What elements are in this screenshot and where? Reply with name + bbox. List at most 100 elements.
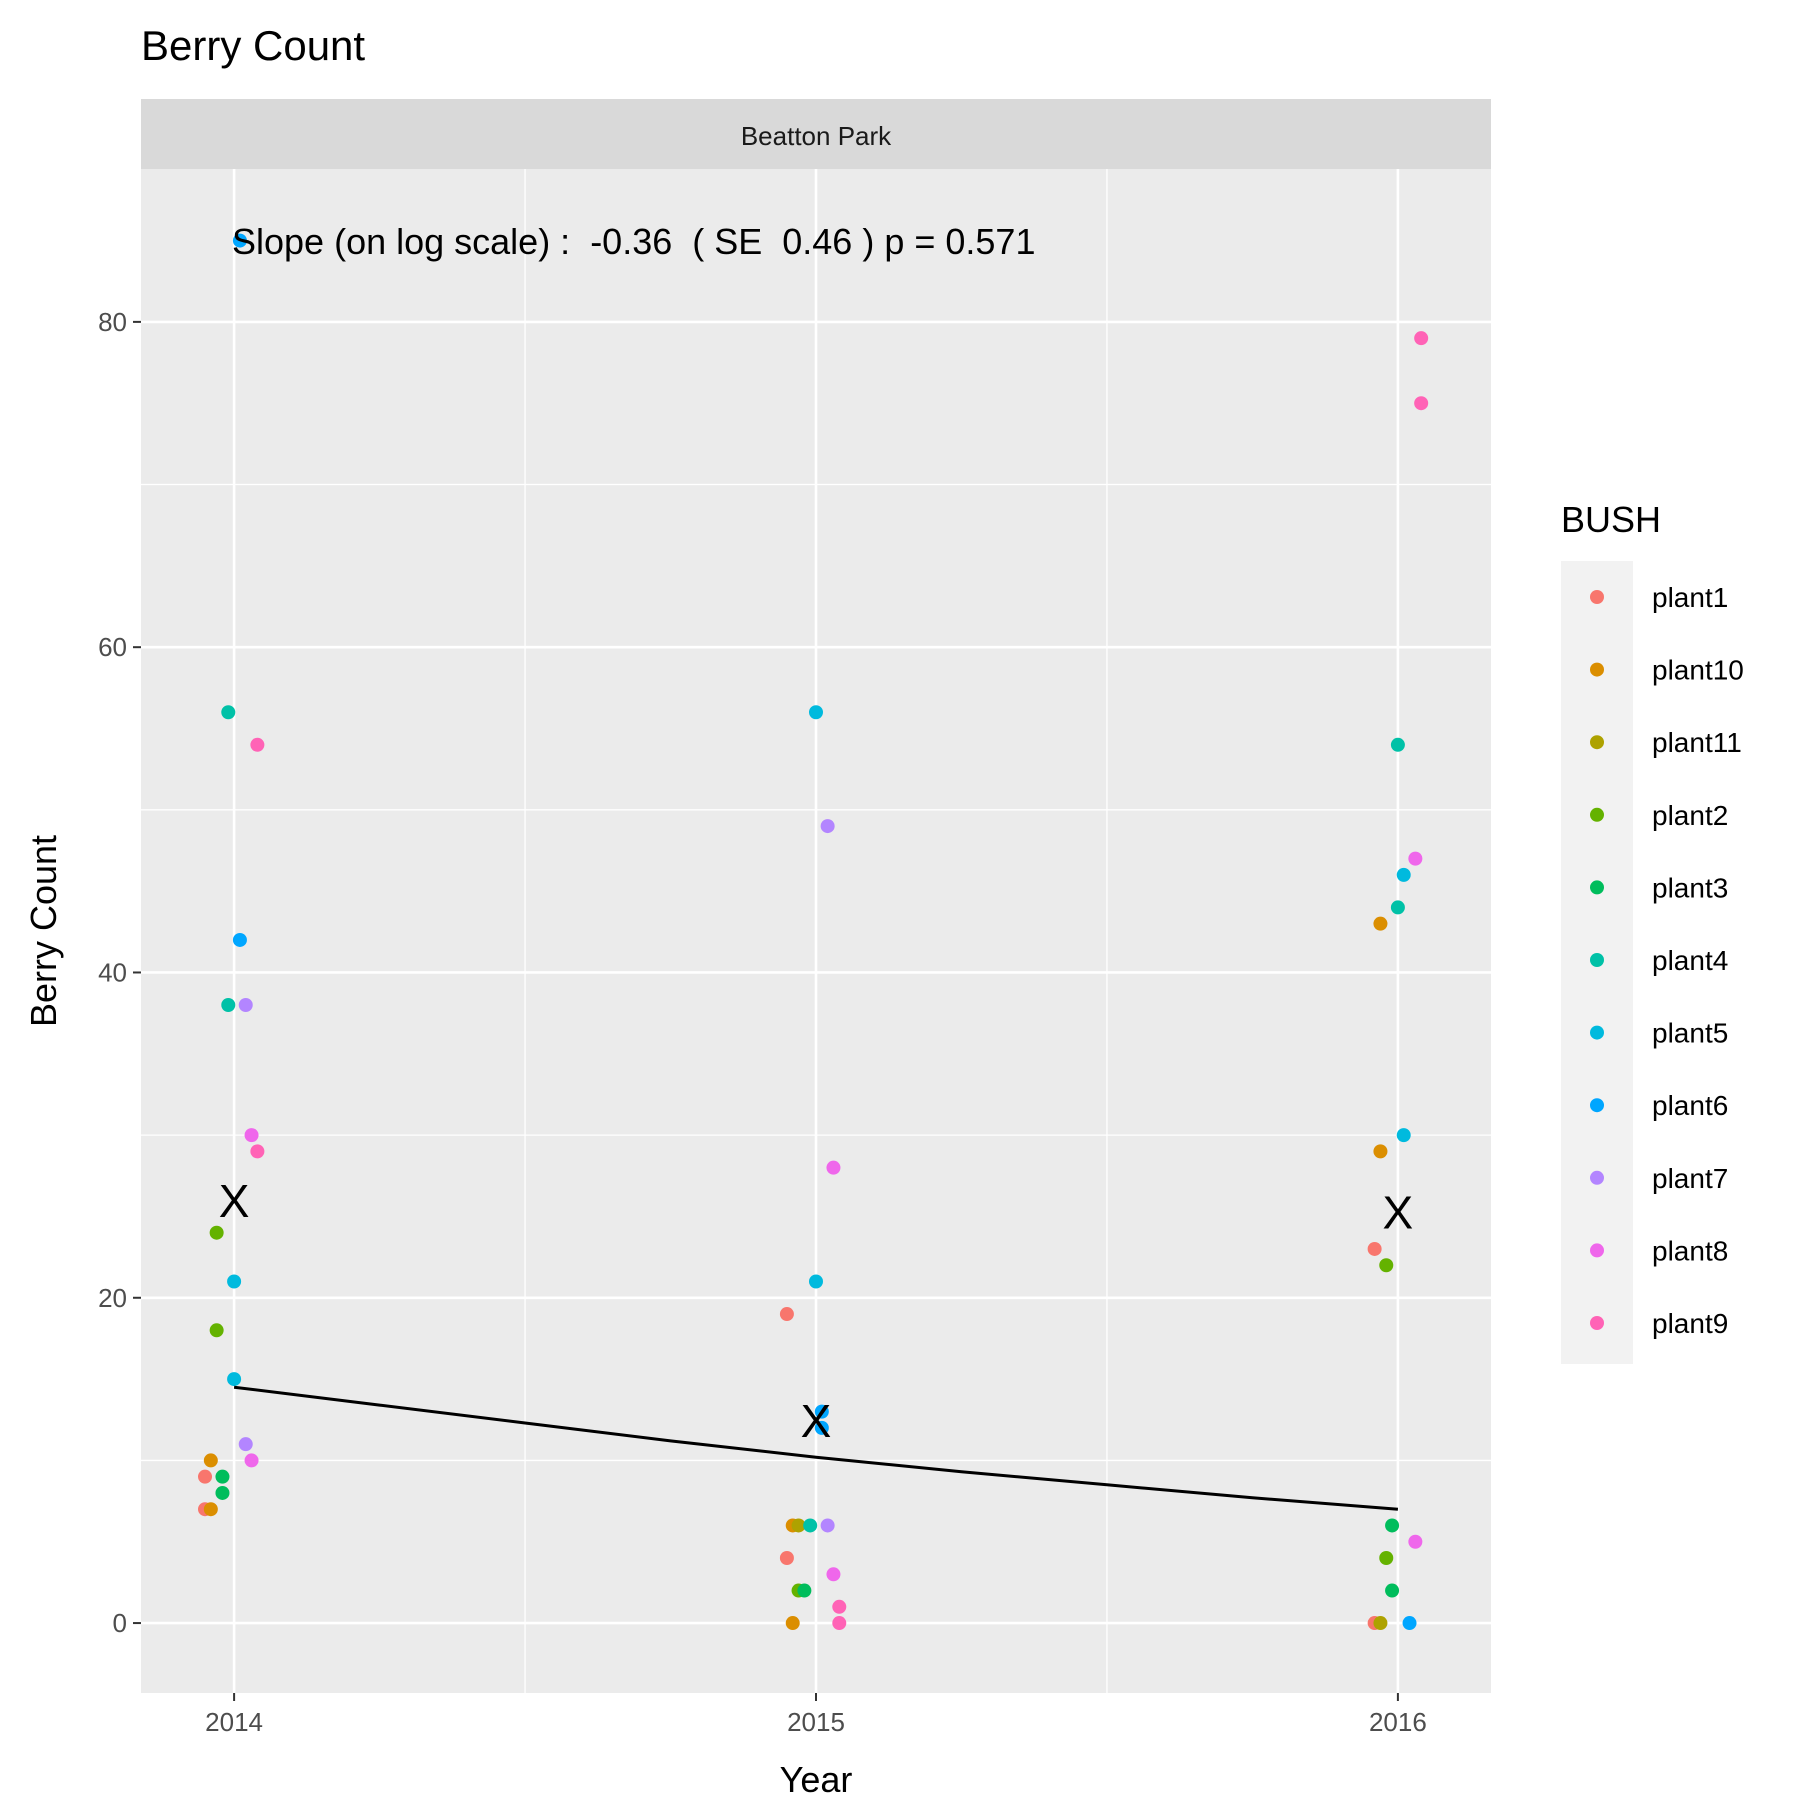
- y-tick-label: 20: [98, 1283, 127, 1313]
- data-point-plant6: [232, 932, 247, 947]
- data-point-plant2: [209, 1323, 224, 1338]
- legend-key-plant11: [1590, 735, 1604, 750]
- facet-strip: [141, 99, 1491, 169]
- y-tick-label: 40: [98, 957, 127, 987]
- legend-label-plant3: plant3: [1652, 872, 1728, 903]
- legend-label-plant4: plant4: [1652, 945, 1728, 976]
- data-point-plant5: [1396, 867, 1411, 882]
- data-point-plant10: [1373, 916, 1388, 931]
- data-point-plant10: [203, 1453, 218, 1468]
- data-point-plant2: [209, 1225, 224, 1240]
- data-point-plant3: [1385, 1518, 1400, 1533]
- data-point-plant3: [215, 1469, 230, 1484]
- data-point-plant9: [1414, 331, 1429, 346]
- data-point-plant7: [238, 1437, 253, 1452]
- grid-major: [141, 169, 1491, 1693]
- data-point-plant9: [832, 1616, 847, 1631]
- mean-marker: X: [801, 1395, 832, 1447]
- data-point-plant3: [215, 1485, 230, 1500]
- data-point-plant1: [779, 1307, 794, 1322]
- y-axis-title: Berry Count: [23, 835, 64, 1027]
- facet-label: Beatton Park: [741, 121, 892, 151]
- fit-line: [233, 1385, 1399, 1511]
- data-point-plant1: [779, 1551, 794, 1566]
- x-axis: 2014 2015 2016: [205, 1693, 1427, 1737]
- data-point-plant2: [1379, 1551, 1394, 1566]
- data-point-plant4: [221, 998, 236, 1013]
- chart-title: Berry Count: [141, 22, 365, 69]
- legend-key-plant10: [1590, 662, 1604, 677]
- data-point-plant5: [809, 705, 823, 720]
- data-point-plant5: [809, 1274, 823, 1289]
- data-point-plant5: [1396, 1128, 1411, 1143]
- legend-label-plant8: plant8: [1652, 1235, 1728, 1266]
- data-point-plant10: [785, 1616, 800, 1631]
- data-point-plant5: [227, 1274, 242, 1289]
- data-point-plant3: [1385, 1583, 1400, 1598]
- mean-marker: X: [1383, 1187, 1414, 1239]
- legend-key-plant1: [1590, 590, 1604, 604]
- data-point-plant7: [238, 998, 253, 1013]
- data-point-plant9: [832, 1599, 847, 1614]
- x-tick-label: 2015: [787, 1707, 845, 1737]
- data-point-plant6: [814, 1420, 829, 1435]
- data-point-plant4: [803, 1518, 818, 1533]
- data-point-plant9: [250, 1144, 265, 1159]
- legend-label-plant1: plant1: [1652, 582, 1728, 613]
- data-point-plant4: [1390, 900, 1405, 915]
- legend-key-plant2: [1590, 807, 1604, 822]
- data-point-plant8: [1408, 1534, 1423, 1549]
- data-point-plant7: [820, 1518, 835, 1533]
- y-tick-label: 60: [98, 632, 127, 662]
- y-tick-label: 80: [98, 307, 127, 337]
- mean-marker: X: [219, 1175, 250, 1227]
- data-point-plant11: [1373, 1616, 1388, 1631]
- data-point-plant4: [221, 705, 236, 720]
- legend-label-plant6: plant6: [1652, 1090, 1728, 1121]
- x-tick-label: 2014: [205, 1707, 263, 1737]
- legend: plant1 plant10 plant11 plant2 plant3 plant4 pl…: [1590, 582, 1744, 1339]
- slope-annotation: Slope (on log scale) : -0.36 ( SE 0.46 )…: [232, 221, 1035, 262]
- legend-key-plant8: [1590, 1243, 1604, 1258]
- data-points: [198, 233, 1429, 1631]
- y-tick-label: 0: [113, 1608, 127, 1638]
- data-point-plant8: [244, 1128, 259, 1143]
- data-point-plant9: [1414, 396, 1429, 411]
- legend-key-plant3: [1590, 880, 1604, 895]
- legend-label-plant9: plant9: [1652, 1308, 1728, 1339]
- data-point-plant10: [1373, 1144, 1388, 1159]
- legend-label-plant5: plant5: [1652, 1018, 1728, 1049]
- data-point-plant8: [826, 1567, 841, 1582]
- x-axis-title: Year: [780, 1759, 853, 1800]
- legend-label-plant11: plant11: [1652, 727, 1742, 758]
- data-point-plant6: [814, 1404, 829, 1419]
- data-point-plant8: [826, 1160, 841, 1175]
- data-point-plant4: [1390, 737, 1405, 752]
- y-axis: 0 20 40 60 80: [98, 307, 141, 1638]
- data-point-plant8: [244, 1453, 259, 1468]
- legend-key-plant9: [1590, 1316, 1604, 1330]
- data-point-plant7: [820, 819, 835, 834]
- data-point-plant5: [227, 1372, 242, 1387]
- legend-label-plant2: plant2: [1652, 800, 1728, 831]
- mean-markers: X X X: [219, 1175, 1413, 1447]
- data-point-plant10: [203, 1502, 218, 1517]
- data-point-plant2: [1379, 1258, 1394, 1273]
- legend-key-plant7: [1590, 1170, 1604, 1185]
- legend-title: BUSH: [1561, 499, 1661, 540]
- legend-key-plant5: [1590, 1025, 1604, 1040]
- x-tick-label: 2016: [1369, 1707, 1427, 1737]
- data-point-plant6: [1402, 1616, 1417, 1631]
- data-point-plant9: [250, 737, 265, 752]
- legend-key-plant4: [1590, 953, 1604, 967]
- data-point-plant11: [791, 1518, 806, 1533]
- legend-label-plant10: plant10: [1652, 655, 1744, 686]
- legend-key-plant6: [1590, 1098, 1604, 1113]
- data-point-plant6: [232, 233, 247, 248]
- data-point-plant3: [797, 1583, 812, 1598]
- legend-label-plant7: plant7: [1652, 1163, 1728, 1194]
- data-point-plant8: [1408, 851, 1423, 866]
- data-point-plant1: [1367, 1241, 1382, 1256]
- data-point-plant1: [198, 1469, 213, 1484]
